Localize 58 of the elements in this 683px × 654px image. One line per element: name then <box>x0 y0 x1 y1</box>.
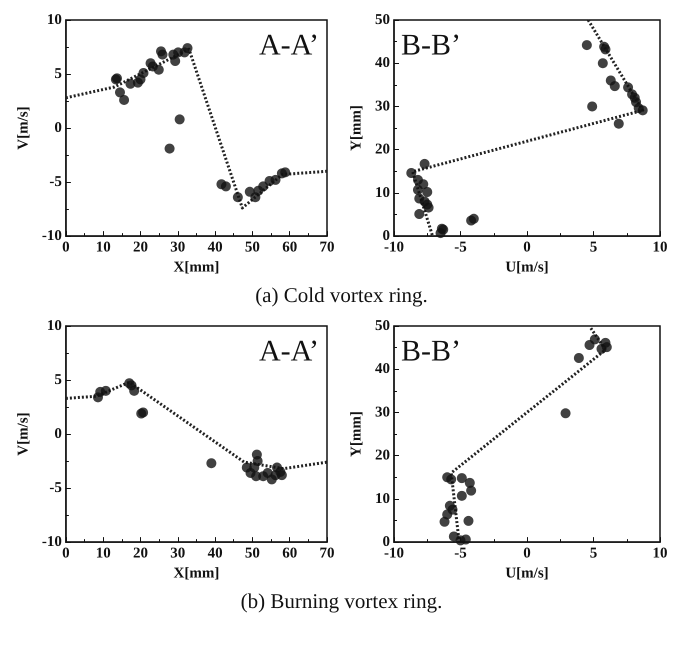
y-axis-title: Y[mm] <box>348 411 364 457</box>
annotation: A-A’ <box>259 28 320 62</box>
x-tick-label: 0 <box>523 546 531 562</box>
x-tick-label: 40 <box>208 546 223 562</box>
y-tick-label: 0 <box>54 426 62 442</box>
x-tick-label: 0 <box>523 240 531 256</box>
x-axis-title: X[mm] <box>174 260 220 276</box>
x-tick-label: -5 <box>454 546 467 562</box>
y-tick-label: 40 <box>375 55 390 72</box>
x-tick-label: 5 <box>590 240 598 256</box>
y-tick-label: 0 <box>54 120 62 136</box>
y-tick-label: 5 <box>54 372 62 388</box>
x-tick-label: 60 <box>282 546 298 562</box>
y-tick-label: -10 <box>42 228 62 244</box>
annotation: A-A’ <box>259 334 320 368</box>
text: (b) Burning vortex ring. <box>240 588 444 615</box>
x-tick-label: 10 <box>652 240 668 256</box>
y-tick-label: 20 <box>375 142 390 158</box>
y-tick-label: 50 <box>375 318 390 334</box>
text: (a) Cold vortex ring. <box>254 282 429 309</box>
y-tick-label: 50 <box>375 12 390 28</box>
y-tick-label: 10 <box>46 318 62 334</box>
y-tick-label: 5 <box>54 66 62 82</box>
x-tick-label: 70 <box>320 546 334 562</box>
annotation: B-B’ <box>401 334 461 368</box>
x-tick-label: -5 <box>454 240 467 256</box>
y-tick-label: 30 <box>375 404 390 420</box>
annotation: B-B’ <box>401 28 461 62</box>
y-tick-label: -10 <box>42 534 62 550</box>
y-tick-label: 40 <box>375 361 390 378</box>
x-tick-label: 50 <box>244 240 260 256</box>
x-axis-title: X[mm] <box>174 566 220 582</box>
y-axis-title: V[m/s] <box>16 412 32 456</box>
x-axis-title: U[m/s] <box>505 260 549 276</box>
y-tick-label: 10 <box>375 184 390 201</box>
x-tick-label: 20 <box>132 240 148 256</box>
x-tick-label: 50 <box>244 546 260 562</box>
y-axis-title: Y[mm] <box>348 105 364 151</box>
x-tick-label: 30 <box>170 546 186 562</box>
y-tick-label: 20 <box>375 448 390 464</box>
y-tick-label: 0 <box>382 534 390 550</box>
y-tick-label: 10 <box>46 12 62 28</box>
y-tick-label: 30 <box>375 98 390 114</box>
x-tick-label: 40 <box>208 240 223 256</box>
x-tick-label: 10 <box>96 546 111 562</box>
y-tick-label: 0 <box>382 228 390 244</box>
x-tick-label: 70 <box>320 240 334 256</box>
x-tick-label: 10 <box>652 546 668 562</box>
x-tick-label: 10 <box>96 240 111 256</box>
x-tick-label: 5 <box>590 546 598 562</box>
y-tick-label: -5 <box>49 480 62 496</box>
y-tick-label: 10 <box>375 490 390 507</box>
y-axis-title: V[m/s] <box>16 106 32 150</box>
y-tick-label: -5 <box>49 174 62 190</box>
x-axis-title: U[m/s] <box>505 566 549 582</box>
x-tick-label: 60 <box>282 240 298 256</box>
x-tick-label: 20 <box>132 546 148 562</box>
x-tick-label: 30 <box>170 240 186 256</box>
